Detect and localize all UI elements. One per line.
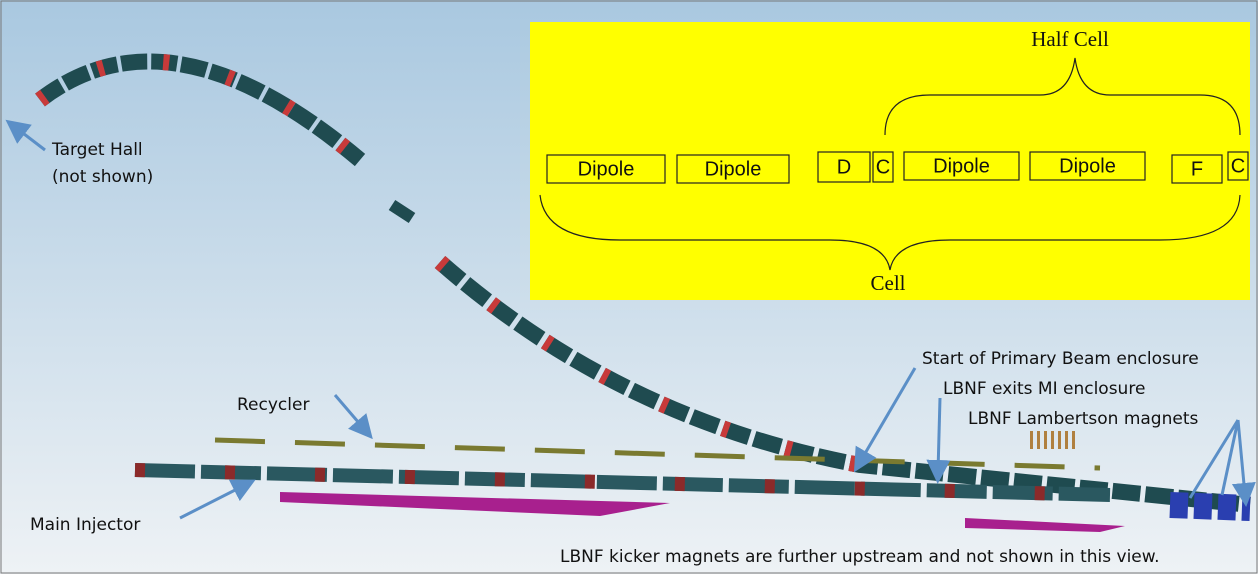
magnet-label: C: [1231, 155, 1245, 177]
magnet-label: F: [1191, 158, 1203, 180]
diagram: Target Hall (not shown) Recycler Main In…: [0, 0, 1258, 574]
magnet-label: Dipole: [578, 158, 635, 180]
half-cell-label: Half Cell: [1031, 27, 1109, 51]
label: Start of Primary Beam enclosure: [922, 349, 1199, 369]
label: Main Injector: [30, 515, 140, 535]
magnet-label: D: [837, 156, 851, 178]
label: Target Hall: [51, 140, 143, 160]
magnet-label: C: [876, 156, 890, 178]
inset: Half Cell Cell Dipole Dipole D C Dipole Dipol…: [530, 22, 1250, 300]
magnet-label: Dipole: [1059, 155, 1116, 177]
label: (not shown): [52, 167, 153, 187]
arrow: [938, 398, 940, 472]
label: LBNF kicker magnets are further upstream…: [560, 547, 1160, 567]
label: LBNF Lambertson magnets: [968, 409, 1198, 429]
magnet-label: Dipole: [705, 158, 762, 180]
cell-label: Cell: [871, 271, 906, 295]
magnet-label: Dipole: [933, 155, 990, 177]
label: Recycler: [237, 395, 309, 415]
label: LBNF exits MI enclosure: [943, 379, 1145, 399]
